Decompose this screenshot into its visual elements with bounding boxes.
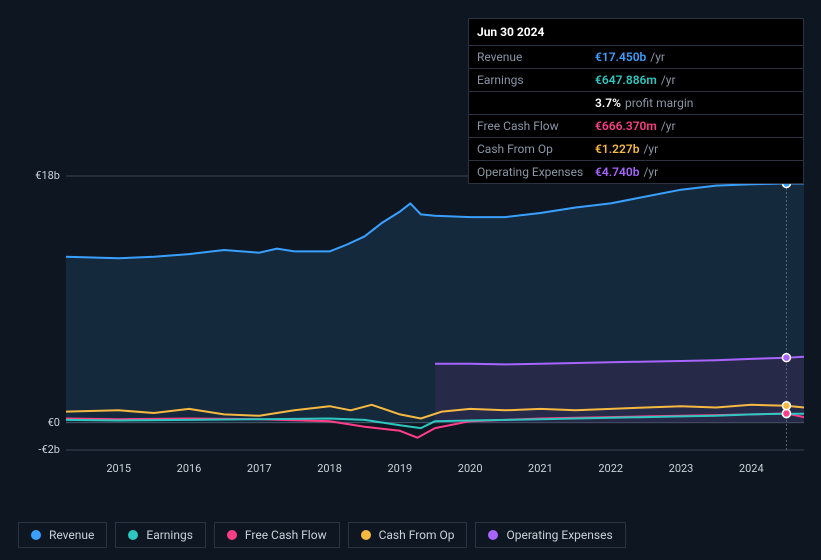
tooltip-value: 3.7% <box>595 96 621 110</box>
legend-label: Cash From Op <box>379 528 455 542</box>
tooltip-value: €647.886m <box>595 73 657 87</box>
tooltip-value: €17.450b <box>595 50 646 64</box>
tooltip-date: Jun 30 2024 <box>469 19 803 46</box>
legend-item-revenue[interactable]: Revenue <box>18 522 107 548</box>
tooltip-row: Revenue€17.450b/yr <box>469 46 803 69</box>
marker-dot <box>782 354 790 362</box>
tooltip-suffix: profit margin <box>625 96 693 110</box>
tooltip-row: Operating Expenses€4.740b/yr <box>469 161 803 183</box>
legend-label: Operating Expenses <box>506 528 612 542</box>
x-axis-label: 2018 <box>317 462 342 475</box>
legend-label: Earnings <box>146 528 193 542</box>
tooltip-suffix: /yr <box>643 142 658 156</box>
tooltip-label: Operating Expenses <box>477 165 595 179</box>
tooltip-row: Free Cash Flow€666.370m/yr <box>469 115 803 138</box>
tooltip-suffix: /yr <box>643 165 658 179</box>
tooltip-row: Earnings€647.886m/yr <box>469 69 803 92</box>
legend-item-free-cash-flow[interactable]: Free Cash Flow <box>214 522 340 548</box>
legend-item-operating-expenses[interactable]: Operating Expenses <box>475 522 625 548</box>
x-axis-label: 2016 <box>177 462 202 475</box>
legend-swatch <box>227 530 237 540</box>
x-axis-label: 2019 <box>387 462 412 475</box>
legend-label: Free Cash Flow <box>245 528 327 542</box>
tooltip-value: €666.370m <box>595 119 657 133</box>
tooltip-label: Revenue <box>477 50 595 64</box>
x-axis-label: 2022 <box>598 462 623 475</box>
legend-item-cash-from-op[interactable]: Cash From Op <box>348 522 468 548</box>
x-axis-label: 2017 <box>247 462 272 475</box>
tooltip-value: €1.227b <box>595 142 639 156</box>
y-axis-label: €0 <box>18 416 60 429</box>
x-axis-label: 2015 <box>106 462 131 475</box>
legend-swatch <box>361 530 371 540</box>
legend-swatch <box>31 530 41 540</box>
tooltip-label <box>477 96 595 110</box>
marker-dot <box>782 402 790 410</box>
tooltip-label: Earnings <box>477 73 595 87</box>
legend-swatch <box>488 530 498 540</box>
chart-legend: Revenue Earnings Free Cash Flow Cash From O… <box>18 522 626 548</box>
tooltip-row: 3.7% profit margin <box>469 92 803 115</box>
marker-dot <box>782 409 790 417</box>
financial-chart: Jun 30 2024 Revenue€17.450b/yrEarnings€6… <box>18 0 804 560</box>
x-axis-label: 2024 <box>739 462 764 475</box>
legend-item-earnings[interactable]: Earnings <box>115 522 206 548</box>
tooltip-row: Cash From Op€1.227b/yr <box>469 138 803 161</box>
tooltip-value: €4.740b <box>595 165 639 179</box>
tooltip-label: Cash From Op <box>477 142 595 156</box>
chart-tooltip: Jun 30 2024 Revenue€17.450b/yrEarnings€6… <box>468 18 804 184</box>
tooltip-label: Free Cash Flow <box>477 119 595 133</box>
tooltip-suffix: /yr <box>661 119 676 133</box>
legend-swatch <box>128 530 138 540</box>
tooltip-suffix: /yr <box>650 50 665 64</box>
x-axis-label: 2023 <box>669 462 694 475</box>
y-axis-label: €18b <box>18 169 60 182</box>
legend-label: Revenue <box>49 528 94 542</box>
tooltip-suffix: /yr <box>661 73 676 87</box>
x-axis-label: 2021 <box>528 462 553 475</box>
x-axis-label: 2020 <box>458 462 483 475</box>
y-axis-label: -€2b <box>18 443 60 456</box>
